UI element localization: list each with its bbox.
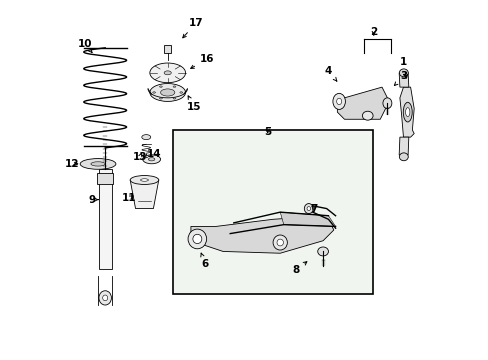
- Ellipse shape: [382, 98, 391, 109]
- Ellipse shape: [164, 71, 171, 75]
- Text: 15: 15: [187, 96, 202, 112]
- Bar: [173, 130, 372, 294]
- Polygon shape: [399, 87, 413, 137]
- Ellipse shape: [272, 235, 287, 250]
- Polygon shape: [337, 87, 388, 119]
- Text: 13: 13: [133, 152, 147, 162]
- Text: 16: 16: [190, 54, 214, 68]
- Text: 9: 9: [88, 195, 98, 204]
- Polygon shape: [280, 212, 335, 226]
- Ellipse shape: [399, 69, 407, 77]
- Ellipse shape: [306, 207, 310, 211]
- Bar: [97, 173, 113, 184]
- Ellipse shape: [99, 291, 111, 305]
- Ellipse shape: [102, 295, 107, 301]
- Text: 17: 17: [183, 18, 203, 38]
- Bar: [164, 45, 171, 53]
- Ellipse shape: [148, 158, 155, 161]
- Polygon shape: [190, 216, 333, 253]
- Ellipse shape: [140, 179, 148, 181]
- Ellipse shape: [149, 63, 185, 83]
- Ellipse shape: [91, 162, 105, 166]
- Text: 2: 2: [369, 27, 377, 37]
- Polygon shape: [130, 180, 159, 208]
- Ellipse shape: [399, 153, 407, 161]
- Text: 1: 1: [399, 57, 407, 78]
- Ellipse shape: [405, 108, 409, 117]
- Text: 3: 3: [394, 71, 406, 85]
- Ellipse shape: [362, 111, 372, 120]
- Ellipse shape: [192, 234, 202, 244]
- Text: 11: 11: [122, 193, 137, 203]
- Text: 5: 5: [264, 127, 271, 137]
- Ellipse shape: [130, 176, 159, 184]
- Ellipse shape: [142, 135, 150, 140]
- Ellipse shape: [159, 98, 162, 99]
- Ellipse shape: [173, 86, 176, 87]
- Ellipse shape: [180, 92, 183, 93]
- Ellipse shape: [160, 89, 175, 96]
- Ellipse shape: [304, 203, 313, 213]
- Ellipse shape: [173, 98, 176, 99]
- Text: 6: 6: [201, 253, 208, 269]
- Ellipse shape: [152, 92, 155, 93]
- Text: 10: 10: [78, 39, 92, 53]
- Ellipse shape: [188, 229, 206, 249]
- Text: 4: 4: [324, 66, 336, 81]
- Bar: [99, 169, 111, 269]
- Ellipse shape: [317, 247, 328, 256]
- Ellipse shape: [403, 102, 411, 122]
- Ellipse shape: [276, 239, 283, 246]
- Ellipse shape: [332, 93, 345, 109]
- Text: 14: 14: [143, 149, 162, 159]
- Ellipse shape: [336, 98, 341, 105]
- Text: 12: 12: [65, 159, 80, 169]
- Polygon shape: [398, 137, 408, 155]
- Ellipse shape: [159, 86, 162, 87]
- Polygon shape: [398, 73, 408, 87]
- Ellipse shape: [142, 155, 160, 164]
- Ellipse shape: [80, 158, 116, 169]
- Text: 7: 7: [310, 203, 317, 213]
- Text: 8: 8: [292, 262, 306, 275]
- Ellipse shape: [149, 84, 185, 102]
